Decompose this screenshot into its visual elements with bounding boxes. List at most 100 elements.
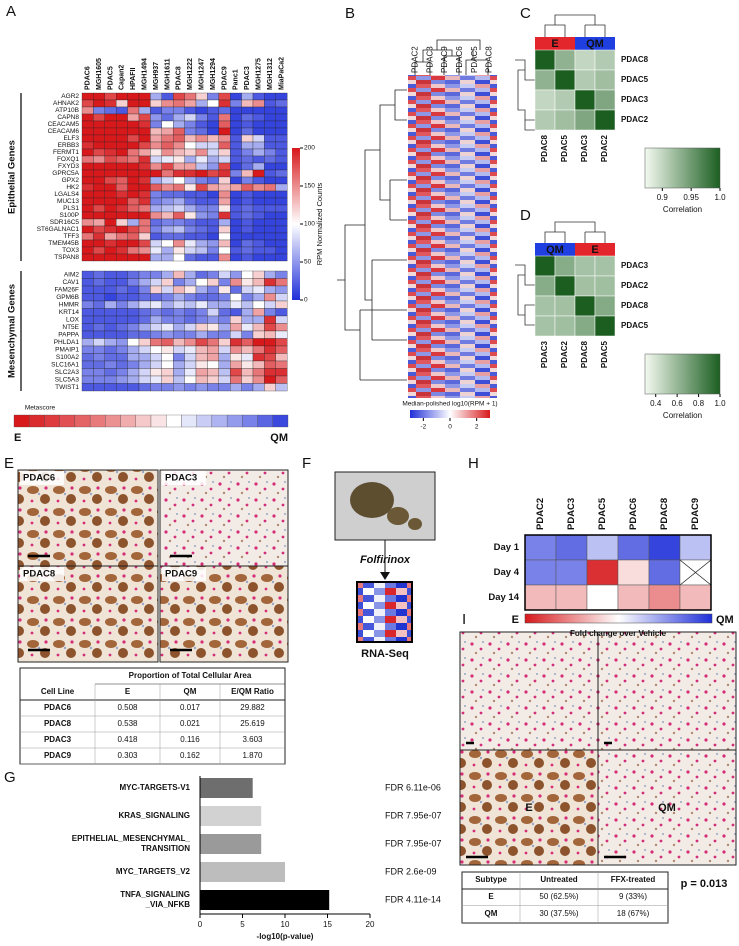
heatmap-cell [252, 278, 265, 287]
correlation-cell [574, 255, 596, 277]
heatmap-cell [150, 270, 162, 279]
ihc-image [459, 749, 599, 866]
heatmap-cell [104, 113, 117, 122]
heatmap-cell [127, 368, 140, 377]
heatmap-cell [150, 323, 162, 332]
heatmap-cell [264, 197, 276, 206]
heatmap-cell [173, 106, 185, 115]
heatmap-cell [252, 232, 265, 241]
column-label: MGH1312 [267, 58, 274, 90]
dendrogram [515, 14, 606, 131]
column-label: PDAC3 [566, 498, 577, 530]
heatmap-cell [252, 92, 265, 101]
heatmap-cell [161, 232, 174, 241]
heatmap-cell [138, 204, 151, 213]
heatmap-cell [81, 300, 94, 309]
correlation-cell [594, 109, 616, 131]
table-cell: PDAC6 [44, 703, 72, 712]
heatmap-cell [264, 120, 276, 129]
heatmap-cell [138, 183, 151, 192]
heatmap-cell [150, 246, 162, 255]
heatmap-cell [230, 141, 242, 150]
heatmap-cell [195, 106, 208, 115]
heatmap-cell [173, 278, 185, 287]
heatmap-cell [241, 270, 254, 279]
table-cell: 0.538 [117, 719, 138, 728]
heatmap-cell [195, 218, 208, 227]
heatmap-cell [252, 383, 265, 392]
heatmap-cell [138, 345, 151, 354]
heatmap-cell [104, 99, 117, 108]
heatmap-cell [93, 211, 105, 220]
heatmap-cell [218, 300, 231, 309]
column-label: MGH1275 [256, 58, 263, 90]
heatmap-cell [138, 338, 151, 347]
heatmap-cell [195, 285, 208, 294]
column-label: PDAC5 [600, 340, 609, 368]
heatmap-cell [116, 169, 128, 178]
gene-label: GPX2 [62, 177, 80, 184]
column-label: PDAC8 [659, 498, 670, 530]
heatmap-cell [116, 270, 128, 279]
heatmap-cell [184, 278, 197, 287]
gene-label: PAPPA [58, 331, 79, 338]
heatmap-cell [173, 127, 185, 136]
heatmap-cell [184, 293, 197, 302]
heatmap-cell [161, 169, 174, 178]
heatmap-cell [184, 285, 197, 294]
heatmap-cell [173, 225, 185, 234]
heatmap-cell [161, 162, 174, 171]
heatmap-cell [195, 375, 208, 384]
heatmap-cell [184, 375, 197, 384]
heatmap-cell [275, 293, 288, 302]
heatmap-cell [161, 225, 174, 234]
colorbar-tick-label: 0.8 [693, 399, 705, 408]
image-label: E [525, 802, 532, 814]
metascore-cell [226, 414, 243, 428]
correlation-cell [594, 295, 616, 317]
heatmap-cell [93, 148, 105, 157]
heatmap-cell [264, 353, 276, 362]
heatmap-cell [230, 345, 242, 354]
heatmap-cell [207, 278, 219, 287]
heatmap-cell [264, 211, 276, 220]
column-label: PDAC8 [485, 46, 494, 73]
colorbar [644, 353, 721, 395]
heatmap-cell [207, 360, 219, 369]
heatmap-cell [218, 225, 231, 234]
heatmap-cell [252, 345, 265, 354]
heatmap-cell [275, 368, 288, 377]
heatmap-cell [252, 330, 265, 339]
heatmap-cell [195, 330, 208, 339]
heatmap-cell [241, 92, 254, 101]
heatmap-cell [252, 338, 265, 347]
heatmap-cell [218, 278, 231, 287]
row-label: PDAC8 [621, 55, 649, 64]
heatmap-cell [195, 211, 208, 220]
expression-heatmap [408, 75, 497, 398]
heatmap-cell [138, 99, 151, 108]
gene-label: S100A2 [56, 354, 80, 361]
heatmap-cell [195, 345, 208, 354]
heatmap-cell [218, 285, 231, 294]
panel-label: D [520, 207, 531, 224]
heatmap-cell [127, 106, 140, 115]
heatmap-cell [241, 211, 254, 220]
heatmap-cell [81, 113, 94, 122]
heatmap-cell [150, 353, 162, 362]
heatmap-cell [617, 584, 650, 611]
image-label-bg [162, 567, 206, 581]
heatmap-cell [264, 232, 276, 241]
correlation-cell [594, 69, 616, 91]
heatmap-cell [195, 190, 208, 199]
gene-label: ELF3 [63, 135, 79, 142]
heatmap-cell [116, 141, 128, 150]
heatmap-cell [524, 534, 557, 561]
heatmap-cell [252, 197, 265, 206]
row-label: Day 1 [494, 542, 520, 553]
heatmap-cell [104, 148, 117, 157]
colorbar-title: RPM Normalized Counts [315, 182, 324, 265]
heatmap-cell [173, 134, 185, 143]
rnaseq-heatmap-icon [356, 581, 413, 643]
heatmap-cell [252, 360, 265, 369]
